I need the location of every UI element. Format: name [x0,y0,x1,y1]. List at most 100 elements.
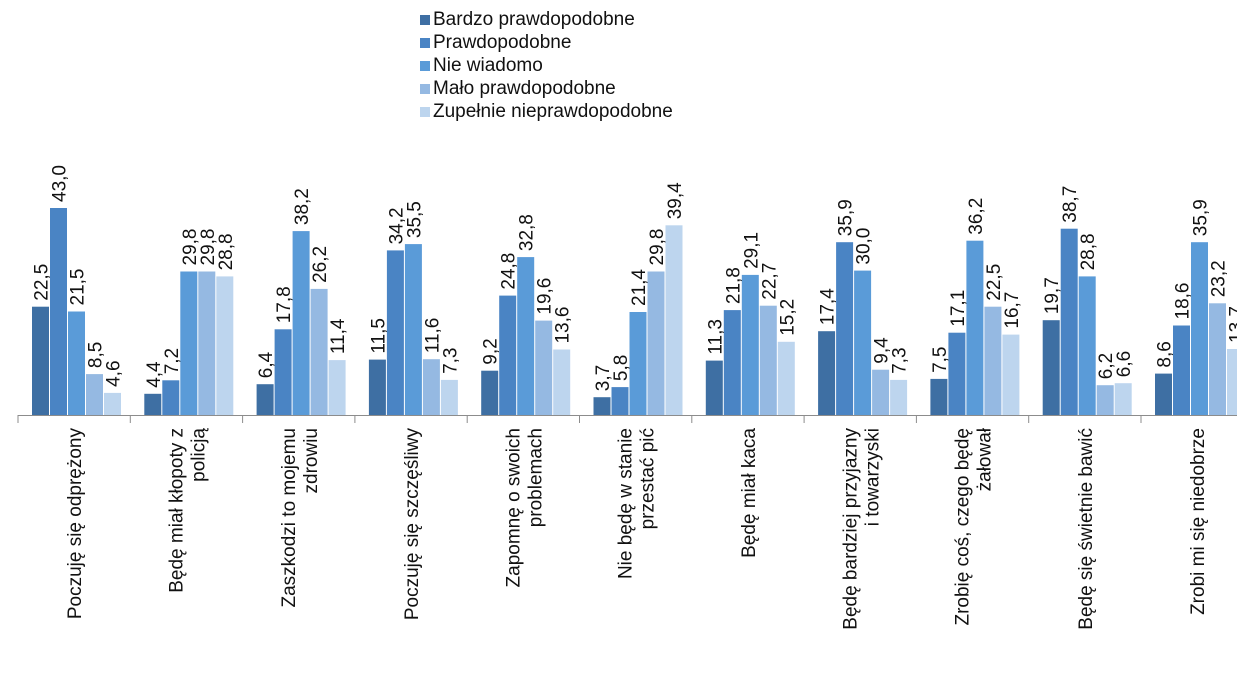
category-label: Będę miał kłopoty z [167,428,188,593]
bar [422,359,440,415]
data-label: 3,7 [593,365,614,391]
bar [854,270,872,415]
legend-label: Zupełnie nieprawdopodobne [433,100,673,122]
bar [440,379,458,415]
bar [1209,303,1226,415]
data-label: 21,5 [68,269,89,306]
category-label: Będę miał kaca [739,428,760,558]
data-label: 22,5 [32,264,53,301]
data-label: 11,4 [328,318,349,354]
data-label: 11,6 [422,318,443,354]
data-label: 29,8 [180,229,201,266]
bar [647,271,665,415]
data-label: 7,5 [930,346,951,372]
category-label: i towarzyski [862,428,883,526]
bar [499,295,517,415]
data-label: 23,2 [1209,260,1230,297]
bar [1173,325,1190,415]
data-label: 39,4 [665,182,686,219]
bar [966,240,984,415]
category-label: Zaszkodzi to mojemu [279,428,300,608]
bar [481,370,499,415]
data-label: 28,8 [216,233,237,270]
legend: Bardzo prawdopodobne Prawdopodobne Nie wia… [420,8,673,123]
category-label: Poczuję się odprężony [65,428,86,620]
data-label: 15,2 [777,299,798,336]
category-label: problemach [525,428,546,527]
category-label: Będę bardziej przyjazny [840,428,861,630]
data-label: 22,5 [984,264,1005,301]
category-label: Zapomnę o swoich [503,428,524,587]
bar [310,288,328,415]
legend-swatch [420,83,430,94]
data-label: 4,6 [104,360,125,386]
bar [723,310,741,415]
category-label: Będę się świetnie bawić [1076,428,1097,630]
legend-swatch [420,60,430,71]
data-label: 7,3 [890,347,911,373]
data-label: 19,7 [1042,277,1063,314]
bar [292,231,310,415]
bar [1060,228,1078,415]
data-label: 35,9 [1191,199,1212,236]
bar [144,393,162,415]
data-label: 17,4 [818,288,839,325]
data-label: 34,2 [386,207,407,244]
bar [256,384,274,415]
bar [1191,242,1208,415]
data-label: 35,9 [836,199,857,236]
bar [836,242,854,415]
bar [216,276,234,415]
data-label: 29,1 [741,232,762,269]
category-label: żałował [975,427,996,491]
bar [611,387,629,415]
data-label: 9,4 [872,337,893,364]
data-label: 6,4 [256,351,277,378]
data-label: 36,2 [966,198,987,235]
category-label: policją [189,428,210,482]
data-label: 22,7 [759,263,780,300]
legend-swatch [420,37,430,48]
bar [198,271,216,415]
data-label: 7,2 [162,348,183,374]
data-label: 30,0 [854,228,875,265]
category-label: zdrowiu [301,428,322,493]
bar [1002,334,1020,415]
bar [1078,276,1096,415]
bar [68,311,85,415]
category-label: przestać pić [638,428,659,529]
bar [274,329,292,415]
bar [368,359,386,415]
bar [553,349,571,415]
bar [1042,320,1060,415]
bar [1114,383,1132,415]
data-label: 13,6 [553,307,574,344]
data-label: 18,6 [1173,283,1194,320]
bar [741,274,759,415]
bar [104,392,121,415]
legend-swatch [420,14,430,25]
legend-label: Prawdopodobne [433,31,572,53]
bar [180,271,198,415]
category-label: Zrobi mi się niedobrze [1188,428,1209,615]
bar [665,225,683,415]
data-label: 5,8 [611,355,632,381]
bar [1227,349,1237,415]
data-label: 11,3 [705,319,726,355]
bar [386,250,404,415]
data-label: 28,8 [1078,233,1099,270]
data-label: 16,7 [1002,292,1023,329]
category-label: Poczuję się szczęśliwy [402,428,423,621]
data-label: 43,0 [50,165,71,202]
data-label: 11,5 [368,318,389,354]
bar [872,369,890,415]
bar [593,397,611,415]
bar [890,379,908,415]
data-label: 26,2 [310,246,331,283]
bar [1096,385,1114,415]
bar [777,341,795,415]
data-label: 29,8 [647,229,668,266]
legend-label: Bardzo prawdopodobne [433,8,635,30]
bar [517,257,535,415]
